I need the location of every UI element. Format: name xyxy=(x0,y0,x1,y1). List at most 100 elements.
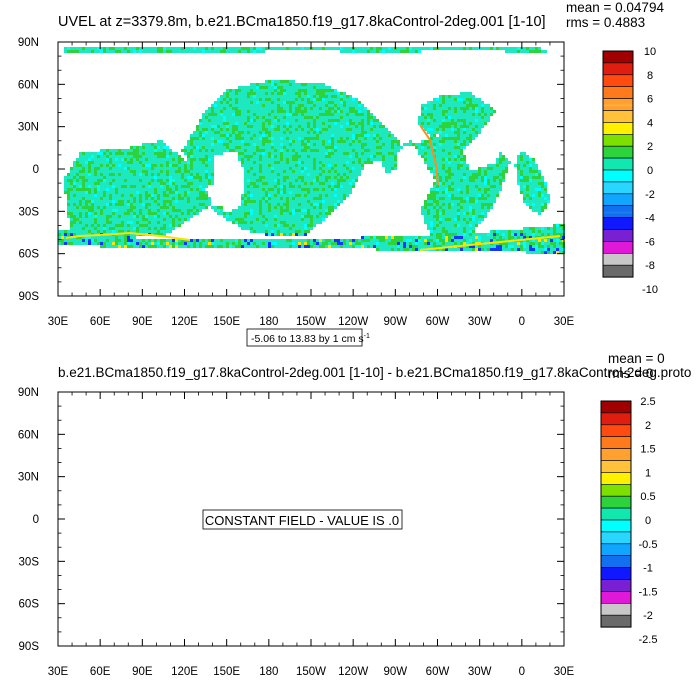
field-cell xyxy=(328,209,331,212)
field-cell xyxy=(499,164,502,167)
field-cell xyxy=(160,212,163,215)
field-cell xyxy=(100,179,103,182)
field-cell xyxy=(172,215,175,218)
field-cell xyxy=(88,185,91,188)
field-cell xyxy=(454,182,457,185)
field-cell xyxy=(295,164,298,167)
field-cell xyxy=(358,113,361,116)
field-cell xyxy=(103,230,106,233)
field-cell xyxy=(334,161,337,164)
field-cell xyxy=(265,224,268,227)
field-cell xyxy=(445,101,448,104)
field-cell xyxy=(238,125,241,128)
field-cell xyxy=(535,47,538,50)
field-cell xyxy=(439,212,442,215)
field-cell xyxy=(187,161,190,164)
field-cell xyxy=(451,221,454,224)
field-cell xyxy=(433,125,436,128)
field-cell xyxy=(259,218,262,221)
field-cell xyxy=(475,125,478,128)
field-cell xyxy=(313,110,316,113)
field-cell xyxy=(208,161,211,164)
field-cell xyxy=(484,122,487,125)
field-cell xyxy=(481,170,484,173)
field-cell xyxy=(295,146,298,149)
field-cell xyxy=(79,218,82,221)
field-cell xyxy=(385,137,388,140)
field-cell xyxy=(334,110,337,113)
field-cell xyxy=(268,107,271,110)
field-cell xyxy=(271,167,274,170)
field-cell xyxy=(379,50,382,53)
field-cell xyxy=(310,98,313,101)
field-cell xyxy=(247,182,250,185)
field-cell xyxy=(286,83,289,86)
field-cell xyxy=(79,50,82,53)
field-cell xyxy=(523,176,526,179)
field-cell xyxy=(445,128,448,131)
field-cell xyxy=(286,92,289,95)
field-cell xyxy=(232,116,235,119)
field-cell xyxy=(442,227,445,230)
field-cell xyxy=(337,98,340,101)
field-cell xyxy=(433,191,436,194)
field-cell xyxy=(211,143,214,146)
field-cell xyxy=(355,164,358,167)
field-cell xyxy=(298,230,301,233)
field-cell xyxy=(514,164,517,167)
field-cell xyxy=(436,215,439,218)
field-cell xyxy=(244,200,247,203)
field-cell xyxy=(496,182,499,185)
field-cell xyxy=(163,47,166,50)
field-cell xyxy=(130,47,133,50)
field-cell xyxy=(439,179,442,182)
field-cell xyxy=(79,200,82,203)
field-cell xyxy=(199,146,202,149)
field-cell xyxy=(250,209,253,212)
field-cell xyxy=(439,143,442,146)
field-cell xyxy=(451,194,454,197)
field-cell xyxy=(307,155,310,158)
field-cell xyxy=(376,50,379,53)
field-cell xyxy=(262,227,265,230)
field-cell xyxy=(157,161,160,164)
field-cell xyxy=(115,182,118,185)
field-cell xyxy=(349,95,352,98)
field-cell xyxy=(535,167,538,170)
field-cell xyxy=(85,170,88,173)
field-cell xyxy=(97,200,100,203)
field-cell xyxy=(337,200,340,203)
field-cell xyxy=(328,137,331,140)
field-cell xyxy=(298,224,301,227)
field-cell xyxy=(325,146,328,149)
field-cell xyxy=(313,146,316,149)
field-cell xyxy=(355,113,358,116)
field-cell xyxy=(208,179,211,182)
field-cell xyxy=(346,158,349,161)
field-cell xyxy=(391,140,394,143)
field-cell xyxy=(472,134,475,137)
field-cell xyxy=(184,152,187,155)
field-cell xyxy=(463,230,466,233)
field-cell xyxy=(208,128,211,131)
field-cell xyxy=(160,227,163,230)
field-cell xyxy=(451,167,454,170)
field-cell xyxy=(322,188,325,191)
field-cell xyxy=(526,47,529,50)
field-cell xyxy=(145,203,148,206)
field-cell xyxy=(328,188,331,191)
field-cell xyxy=(340,92,343,95)
field-cell xyxy=(517,176,520,179)
field-cell xyxy=(301,89,304,92)
field-cell xyxy=(277,131,280,134)
field-cell xyxy=(259,47,262,50)
field-cell xyxy=(88,221,91,224)
field-cell xyxy=(361,140,364,143)
field-cell xyxy=(355,179,358,182)
field-cell xyxy=(253,170,256,173)
field-cell xyxy=(385,161,388,164)
field-cell xyxy=(103,203,106,206)
field-cell xyxy=(190,164,193,167)
field-cell xyxy=(202,200,205,203)
field-cell xyxy=(199,137,202,140)
